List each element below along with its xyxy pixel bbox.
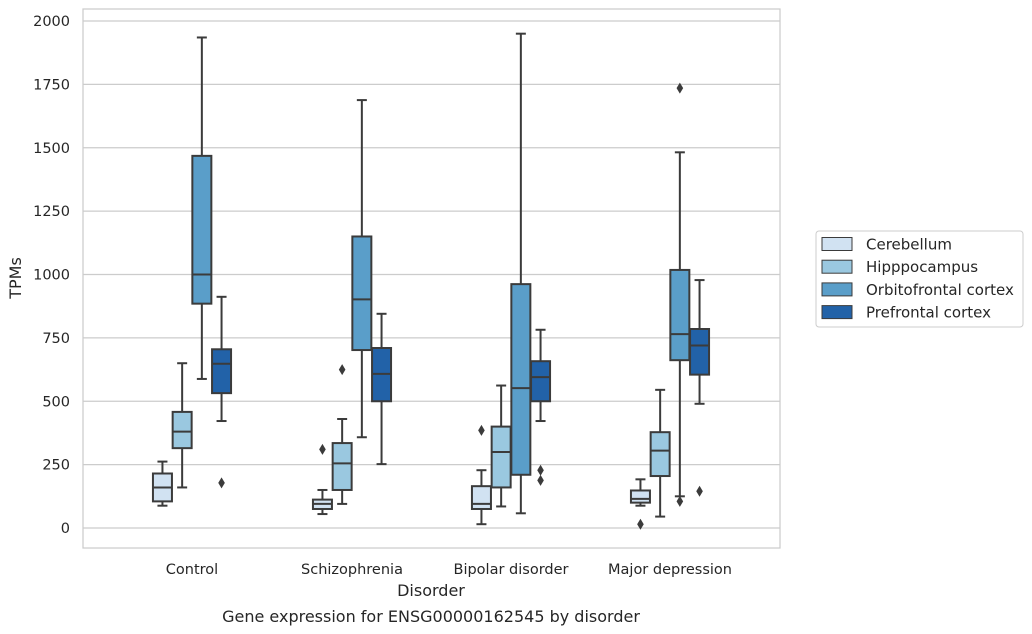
outlier-point [478,424,485,436]
x-tick-label: Bipolar disorder [454,562,569,578]
legend-label: Cerebellum [866,236,952,254]
y-tick-label: 1000 [33,268,70,284]
outlier-point [338,364,346,376]
box-body [171,410,193,450]
y-tick-label: 1250 [33,204,70,220]
legend: Cerebellum Hipppocampus Orbitofrontal cort… [815,230,1024,328]
box-cerebellum [629,478,651,530]
legend-label: Orbitofrontal cortex [866,281,1014,299]
box-body [669,268,691,362]
y-tick-label: 250 [42,458,70,474]
y-axis-ticks: 0 250 500 750 1000 1250 1500 1750 2000 [33,14,70,537]
plot-area-frame [82,8,781,549]
y-tick-label: 1500 [33,141,70,157]
box-prefrontal-cortex [530,328,552,486]
y-tick-label: 2000 [33,14,70,30]
legend-swatch [821,282,853,297]
outlier-point [637,518,644,530]
box-body [629,489,651,504]
box-body [510,283,532,476]
box-cerebellum [311,443,333,516]
x-axis-label: Disorder [397,581,465,600]
box-prefrontal-cortex [211,295,233,489]
box-orbitofrontal-cortex [351,99,373,439]
box-body [490,425,512,489]
legend-swatch [821,305,853,320]
box-hipppocampus [171,362,193,489]
box-body [351,235,373,352]
box-cerebellum [470,424,492,526]
outlier-point [319,443,326,455]
legend-swatch [821,259,853,274]
y-tick-label: 1750 [33,77,70,93]
y-tick-label: 0 [61,521,70,537]
box-orbitofrontal-cortex [669,82,691,507]
box-cerebellum [151,460,173,507]
box-body [470,485,492,510]
y-axis-label: TPMs [6,257,25,300]
box-body [530,360,552,403]
box-hipppocampus [331,364,353,505]
box-body [689,328,711,376]
x-tick-label: Major depression [608,562,732,578]
box-groups [151,32,711,530]
legend-swatch [821,237,853,251]
box-body [649,431,671,478]
legend-frame [815,230,1024,328]
x-axis-ticks: Control Schizophrenia Bipolar disorder Majo… [166,562,732,578]
y-tick-label: 500 [42,394,70,410]
chart-caption: Gene expression for ENSG00000162545 by d… [222,607,640,626]
box-prefrontal-cortex [689,279,711,497]
outlier-point [696,485,703,497]
box-orbitofrontal-cortex [191,36,213,380]
legend-label: Prefrontal cortex [866,304,991,322]
outlier-point [218,477,225,489]
box-orbitofrontal-cortex [510,32,532,515]
box-hipppocampus [490,384,512,508]
x-tick-label: Schizophrenia [301,562,403,578]
legend-label: Hipppocampus [866,258,978,276]
y-tick-label: 750 [42,331,70,347]
box-body [191,154,213,305]
box-hipppocampus [649,388,671,518]
box-body [211,348,233,395]
box-prefrontal-cortex [371,312,393,466]
box-body [331,442,353,491]
outlier-point [676,495,684,507]
outlier-point [537,464,544,476]
outlier-point [676,82,684,94]
x-tick-label: Control [166,562,218,578]
outlier-point [537,474,544,486]
